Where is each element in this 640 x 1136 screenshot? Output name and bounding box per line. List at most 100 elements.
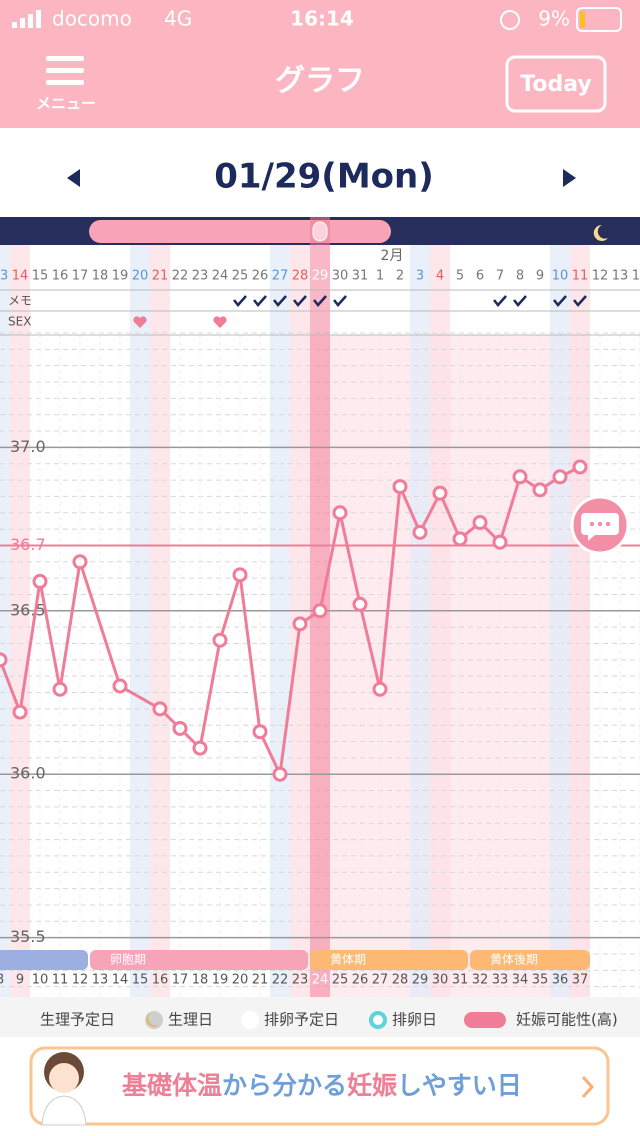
x-tick-label: 16 — [52, 269, 69, 284]
line-segment — [58, 561, 82, 690]
banner-segment[interactable]: 妊娠 — [347, 1071, 397, 1100]
x-tick-label: 27 — [272, 269, 289, 284]
menu-icon[interactable] — [46, 56, 84, 85]
chat-icon — [581, 513, 619, 541]
memo-check — [493, 295, 507, 307]
data-point — [212, 632, 228, 648]
data-point — [392, 479, 408, 495]
legend: 生理予定日 生理日 排卵予定日 排卵日 妊娠可能性(高) — [17, 1011, 618, 1029]
next-arrow[interactable] — [563, 169, 576, 187]
legend-bg — [0, 997, 640, 1037]
x-tick-label: 4 — [436, 269, 444, 284]
data-point — [452, 531, 468, 547]
x-tick-label: 13 — [612, 269, 629, 284]
data-point — [192, 740, 208, 756]
phase-label: 黄体後期 — [490, 953, 538, 967]
reference-label: 36.7 — [10, 535, 46, 554]
line-segment — [318, 512, 342, 612]
cycle-day-label: 36 — [552, 973, 569, 988]
banner-arrow[interactable] — [581, 1075, 595, 1099]
data-point — [372, 681, 388, 697]
x-tick-label: 30 — [332, 269, 349, 284]
y-tick-label: 36.5 — [10, 600, 46, 619]
chat-dot — [589, 521, 595, 527]
month-label: 2月 — [381, 248, 404, 264]
saturday-column — [410, 245, 430, 997]
line-segment — [78, 561, 122, 687]
phase-bar — [90, 950, 308, 970]
x-tick-label: 8 — [516, 269, 524, 284]
x-tick-label: 18 — [92, 269, 109, 284]
legend-label: 排卵日 — [392, 1011, 437, 1029]
today-button[interactable] — [505, 55, 607, 113]
chart: 35.536.036.537.036.72月131415161718192021… — [0, 217, 640, 1004]
line-segment — [238, 574, 262, 732]
data-point — [152, 701, 168, 717]
line-segment — [378, 486, 402, 690]
data-point — [312, 603, 328, 619]
cycle-day-label: 15 — [132, 973, 149, 988]
x-tick-label: 15 — [32, 269, 49, 284]
banner[interactable] — [29, 1046, 610, 1126]
legend-icon — [241, 1011, 259, 1029]
x-tick-label: 20 — [132, 269, 149, 284]
x-tick-label: 5 — [456, 269, 464, 284]
line-segment — [119, 684, 161, 711]
prev-arrow[interactable] — [67, 169, 80, 187]
phase-bar — [310, 950, 468, 970]
data-point — [112, 678, 128, 694]
x-tick-label: 22 — [172, 269, 189, 284]
scroll-range[interactable] — [89, 220, 391, 243]
line-segment — [498, 476, 522, 543]
line-segment — [278, 623, 302, 775]
memo-check — [573, 295, 587, 307]
carrier: docomo — [52, 7, 132, 31]
saturday-column — [0, 245, 10, 997]
saturday-column — [550, 245, 570, 997]
cycle-day-label: 18 — [192, 973, 209, 988]
sex-heart — [213, 316, 227, 328]
data-point — [272, 766, 288, 782]
today-label[interactable]: Today — [520, 72, 591, 97]
x-tick-label: 11 — [572, 269, 589, 284]
banner-segment[interactable]: から分かる — [222, 1071, 347, 1100]
cycle-day-label: 26 — [352, 973, 369, 988]
chat-dot — [605, 521, 611, 527]
memo-label: メモ — [8, 294, 32, 308]
x-tick-label: 1 — [376, 269, 384, 284]
data-point — [332, 505, 348, 521]
legend-label: 生理日 — [168, 1011, 213, 1029]
cycle-day-label: 20 — [232, 973, 249, 988]
phase-label: 黄体期 — [330, 953, 366, 967]
banner-text[interactable]: 基礎体温から分かる妊娠しやすい日 — [122, 1071, 522, 1100]
x-tick-label: 3 — [416, 269, 424, 284]
data-point — [292, 616, 308, 632]
x-tick-label: 13 — [0, 269, 8, 284]
line-segment — [198, 639, 222, 749]
cycle-day-label: 9 — [16, 973, 24, 988]
banner-segment[interactable]: しやすい日 — [397, 1071, 522, 1100]
date-nav-bg — [0, 128, 640, 217]
legend-icon — [369, 1011, 387, 1029]
header-bg — [0, 0, 640, 128]
data-point — [12, 704, 28, 720]
sex-heart — [133, 316, 147, 328]
x-tick-label: 14 — [12, 269, 29, 284]
memo-check — [313, 295, 327, 307]
menu-label[interactable]: メニュー — [36, 95, 96, 113]
cycle-day-label: 8 — [0, 973, 4, 988]
memo-check — [333, 295, 347, 307]
saturday-column — [270, 245, 290, 997]
data-point — [52, 681, 68, 697]
sex-label: SEX — [8, 315, 31, 329]
line-segment — [438, 492, 462, 540]
data-point — [412, 524, 428, 540]
data-point — [252, 724, 268, 740]
data-point — [552, 469, 568, 485]
memo-check — [553, 295, 567, 307]
legend-label: 妊娠可能性(高) — [516, 1011, 618, 1029]
memo-check — [513, 295, 527, 307]
banner-segment[interactable]: 基礎体温 — [122, 1071, 222, 1100]
